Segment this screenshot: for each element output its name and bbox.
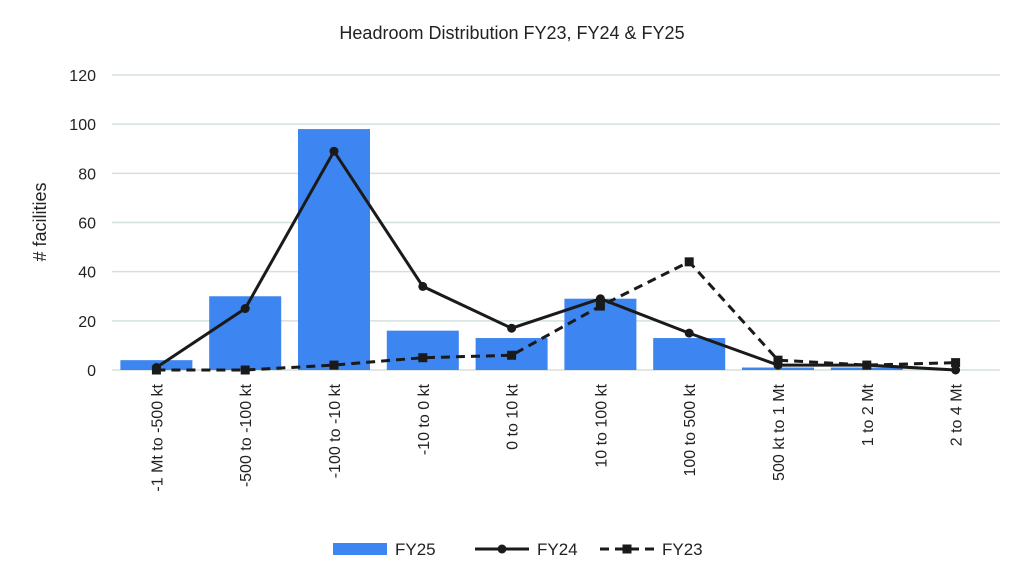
line-series	[151, 146, 961, 375]
x-tick-label: -10 to 0 kt	[416, 383, 433, 455]
marker-fy23	[595, 301, 605, 311]
y-tick-label: 120	[69, 68, 96, 85]
legend-label-fy24: FY24	[537, 540, 578, 559]
marker-fy23	[329, 360, 339, 370]
legend-label-fy23: FY23	[662, 540, 703, 559]
x-tick-label: 10 to 100 kt	[593, 383, 610, 467]
legend-swatch-fy25	[333, 543, 387, 555]
x-tick-label: -100 to -10 kt	[327, 383, 344, 478]
marker-fy23	[862, 360, 872, 370]
y-tick-label: 20	[78, 314, 96, 331]
x-tick-label: -500 to -100 kt	[238, 383, 255, 487]
marker-fy23	[951, 358, 961, 368]
x-tick-label: 500 kt to 1 Mt	[771, 383, 788, 480]
line-fy24	[155, 148, 956, 372]
legend-marker-fy23	[622, 544, 632, 554]
x-tick-label: 1 to 2 Mt	[860, 383, 877, 446]
marker-fy24	[240, 304, 250, 314]
marker-fy23	[151, 365, 161, 375]
marker-fy24	[507, 323, 517, 333]
y-tick-label: 40	[78, 265, 96, 282]
marker-fy24	[951, 365, 961, 375]
legend-marker-fy24	[497, 544, 507, 554]
bar-fy25	[653, 338, 726, 370]
marker-fy23	[240, 365, 250, 375]
y-tick-label: 80	[78, 166, 96, 183]
bar-series	[120, 129, 903, 370]
line-fy23	[156, 259, 956, 372]
x-axis-ticks: -1 Mt to -500 kt -500 to -100 kt -100 to -…	[149, 383, 965, 491]
chart-title: Headroom Distribution FY23, FY24 & FY25	[339, 23, 684, 43]
x-tick-label: 0 to 10 kt	[505, 383, 522, 449]
marker-fy23	[773, 355, 783, 365]
marker-fy24	[418, 281, 428, 291]
bar-fy25	[298, 129, 370, 370]
x-tick-label: 2 to 4 Mt	[949, 383, 966, 446]
marker-fy23	[507, 350, 517, 360]
marker-fy24	[595, 294, 605, 304]
marker-fy24	[684, 328, 694, 338]
y-tick-label: 0	[87, 363, 96, 380]
legend-label-fy25: FY25	[395, 540, 436, 559]
marker-fy23	[418, 353, 428, 363]
y-tick-label: 100	[69, 117, 96, 134]
bar-fy25	[564, 298, 637, 370]
x-tick-label: -1 Mt to -500 kt	[149, 383, 166, 491]
x-tick-label: 100 to 500 kt	[682, 383, 699, 476]
marker-fy23	[684, 257, 694, 267]
y-axis-label: # facilities	[30, 182, 50, 261]
legend: FY25 FY24 FY23	[333, 540, 703, 559]
y-tick-label: 60	[78, 216, 96, 233]
y-axis-ticks: 0 20 40 60 80 100 120	[69, 68, 96, 380]
marker-fy24	[329, 146, 339, 156]
bar-fy25	[386, 330, 459, 370]
